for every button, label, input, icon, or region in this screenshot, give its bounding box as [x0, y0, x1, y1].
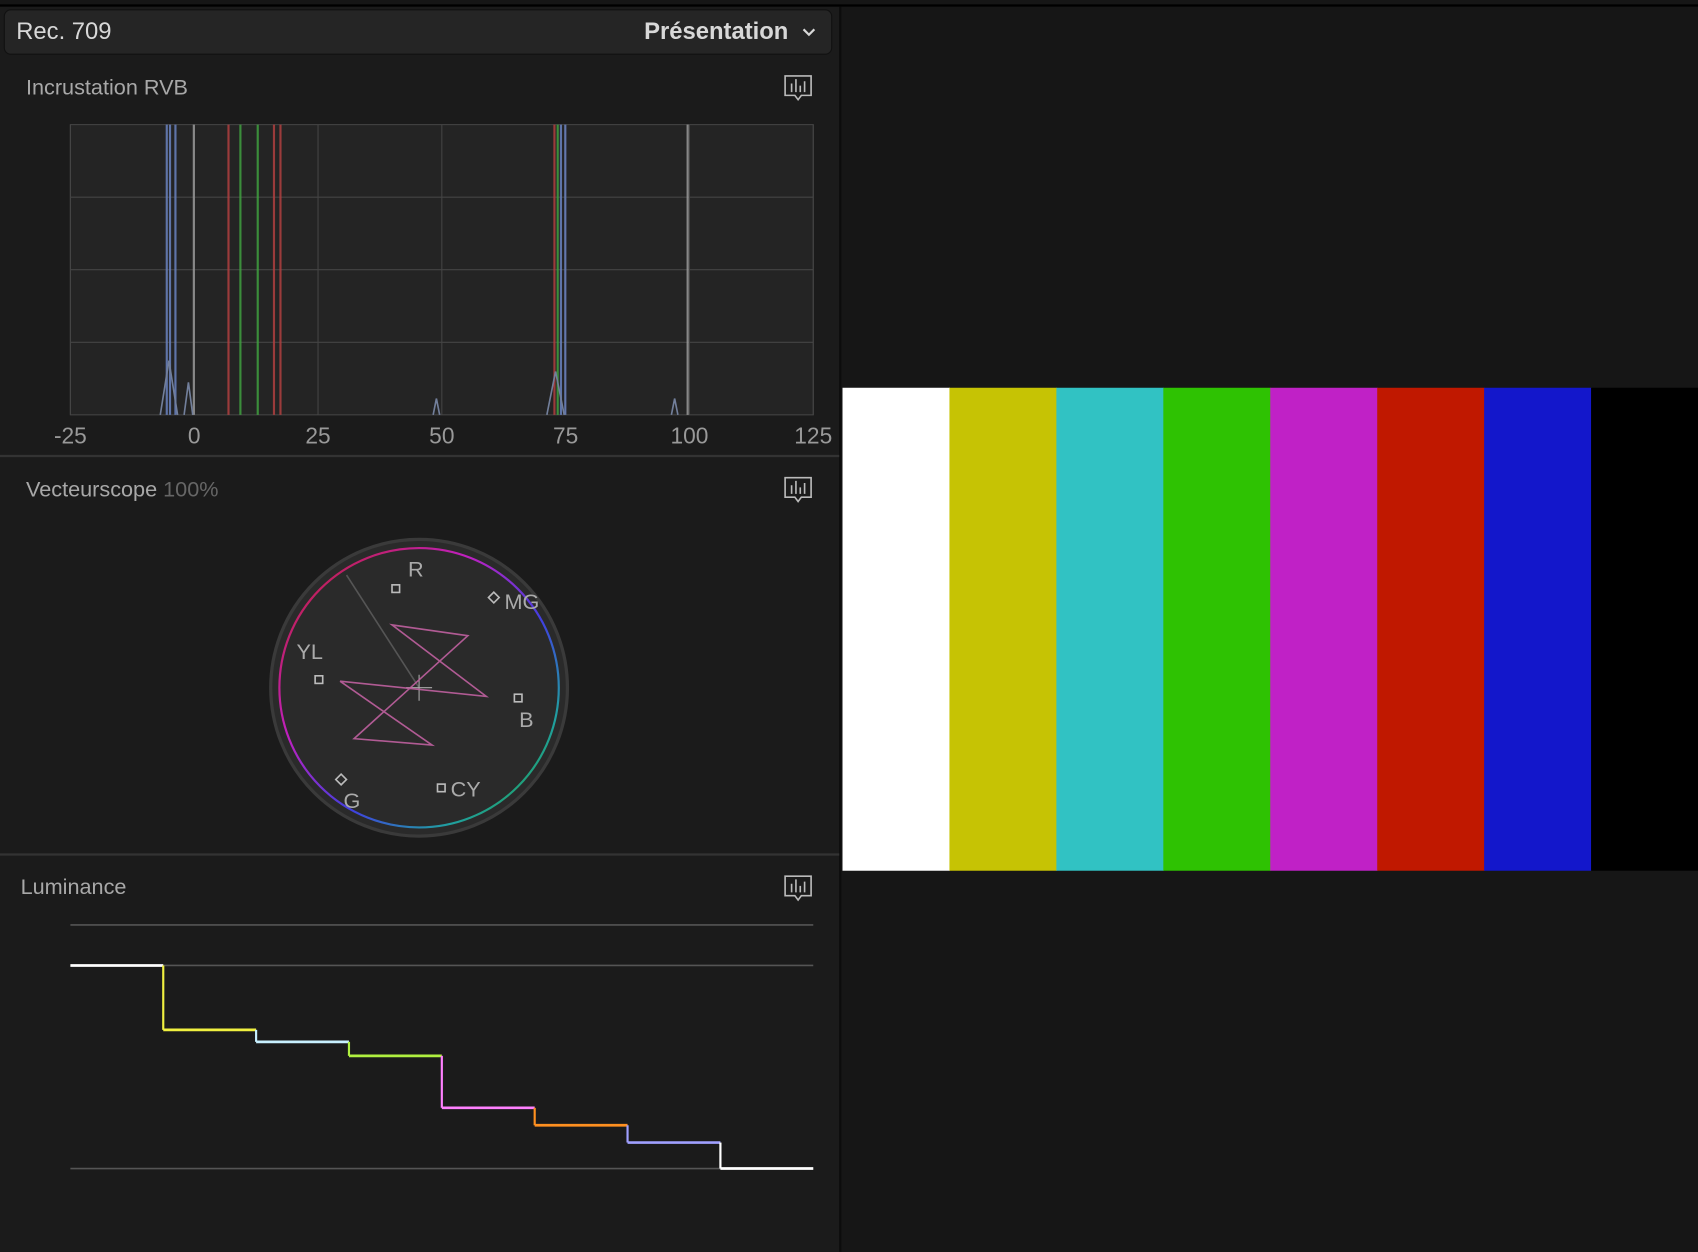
histogram-title: Incrustation RVB: [26, 75, 188, 100]
vector-label: MG: [505, 589, 540, 614]
color-bar: [1056, 387, 1164, 871]
color-bar: [949, 387, 1057, 871]
luminance-plot: [70, 924, 814, 1170]
x-tick-label: 0: [188, 423, 201, 449]
color-bar: [1163, 387, 1271, 871]
histogram-traces: [159, 124, 689, 415]
vector-label: B: [519, 707, 533, 732]
header-title: Rec. 709: [16, 18, 111, 45]
vectorscope: R MG YL B G CY: [269, 537, 570, 838]
x-tick-label: 125: [794, 423, 832, 449]
color-bar: [1591, 387, 1698, 871]
chevron[interactable]: [802, 28, 816, 37]
header-bar: [3, 9, 833, 55]
vector-label: CY: [451, 776, 481, 801]
vector-label: R: [408, 556, 424, 581]
color-bar: [1377, 387, 1485, 871]
color-bar: [842, 387, 950, 871]
color-bars: [842, 387, 1698, 871]
x-tick-label: 50: [429, 423, 454, 449]
luminance-title: Luminance: [21, 874, 127, 899]
view-menu[interactable]: Présentation: [644, 18, 788, 45]
settings-icons[interactable]: [784, 75, 812, 902]
x-tick-label: 75: [553, 423, 578, 449]
x-tick-label: 25: [305, 423, 330, 449]
vector-label: YL: [296, 639, 322, 664]
x-tick-label: 100: [670, 423, 708, 449]
x-tick-label: -25: [54, 423, 87, 449]
vectorscope-title: Vecteurscope 100%: [26, 476, 219, 501]
color-bar: [1270, 387, 1378, 871]
color-bar: [1484, 387, 1592, 871]
vector-label: G: [344, 788, 361, 813]
